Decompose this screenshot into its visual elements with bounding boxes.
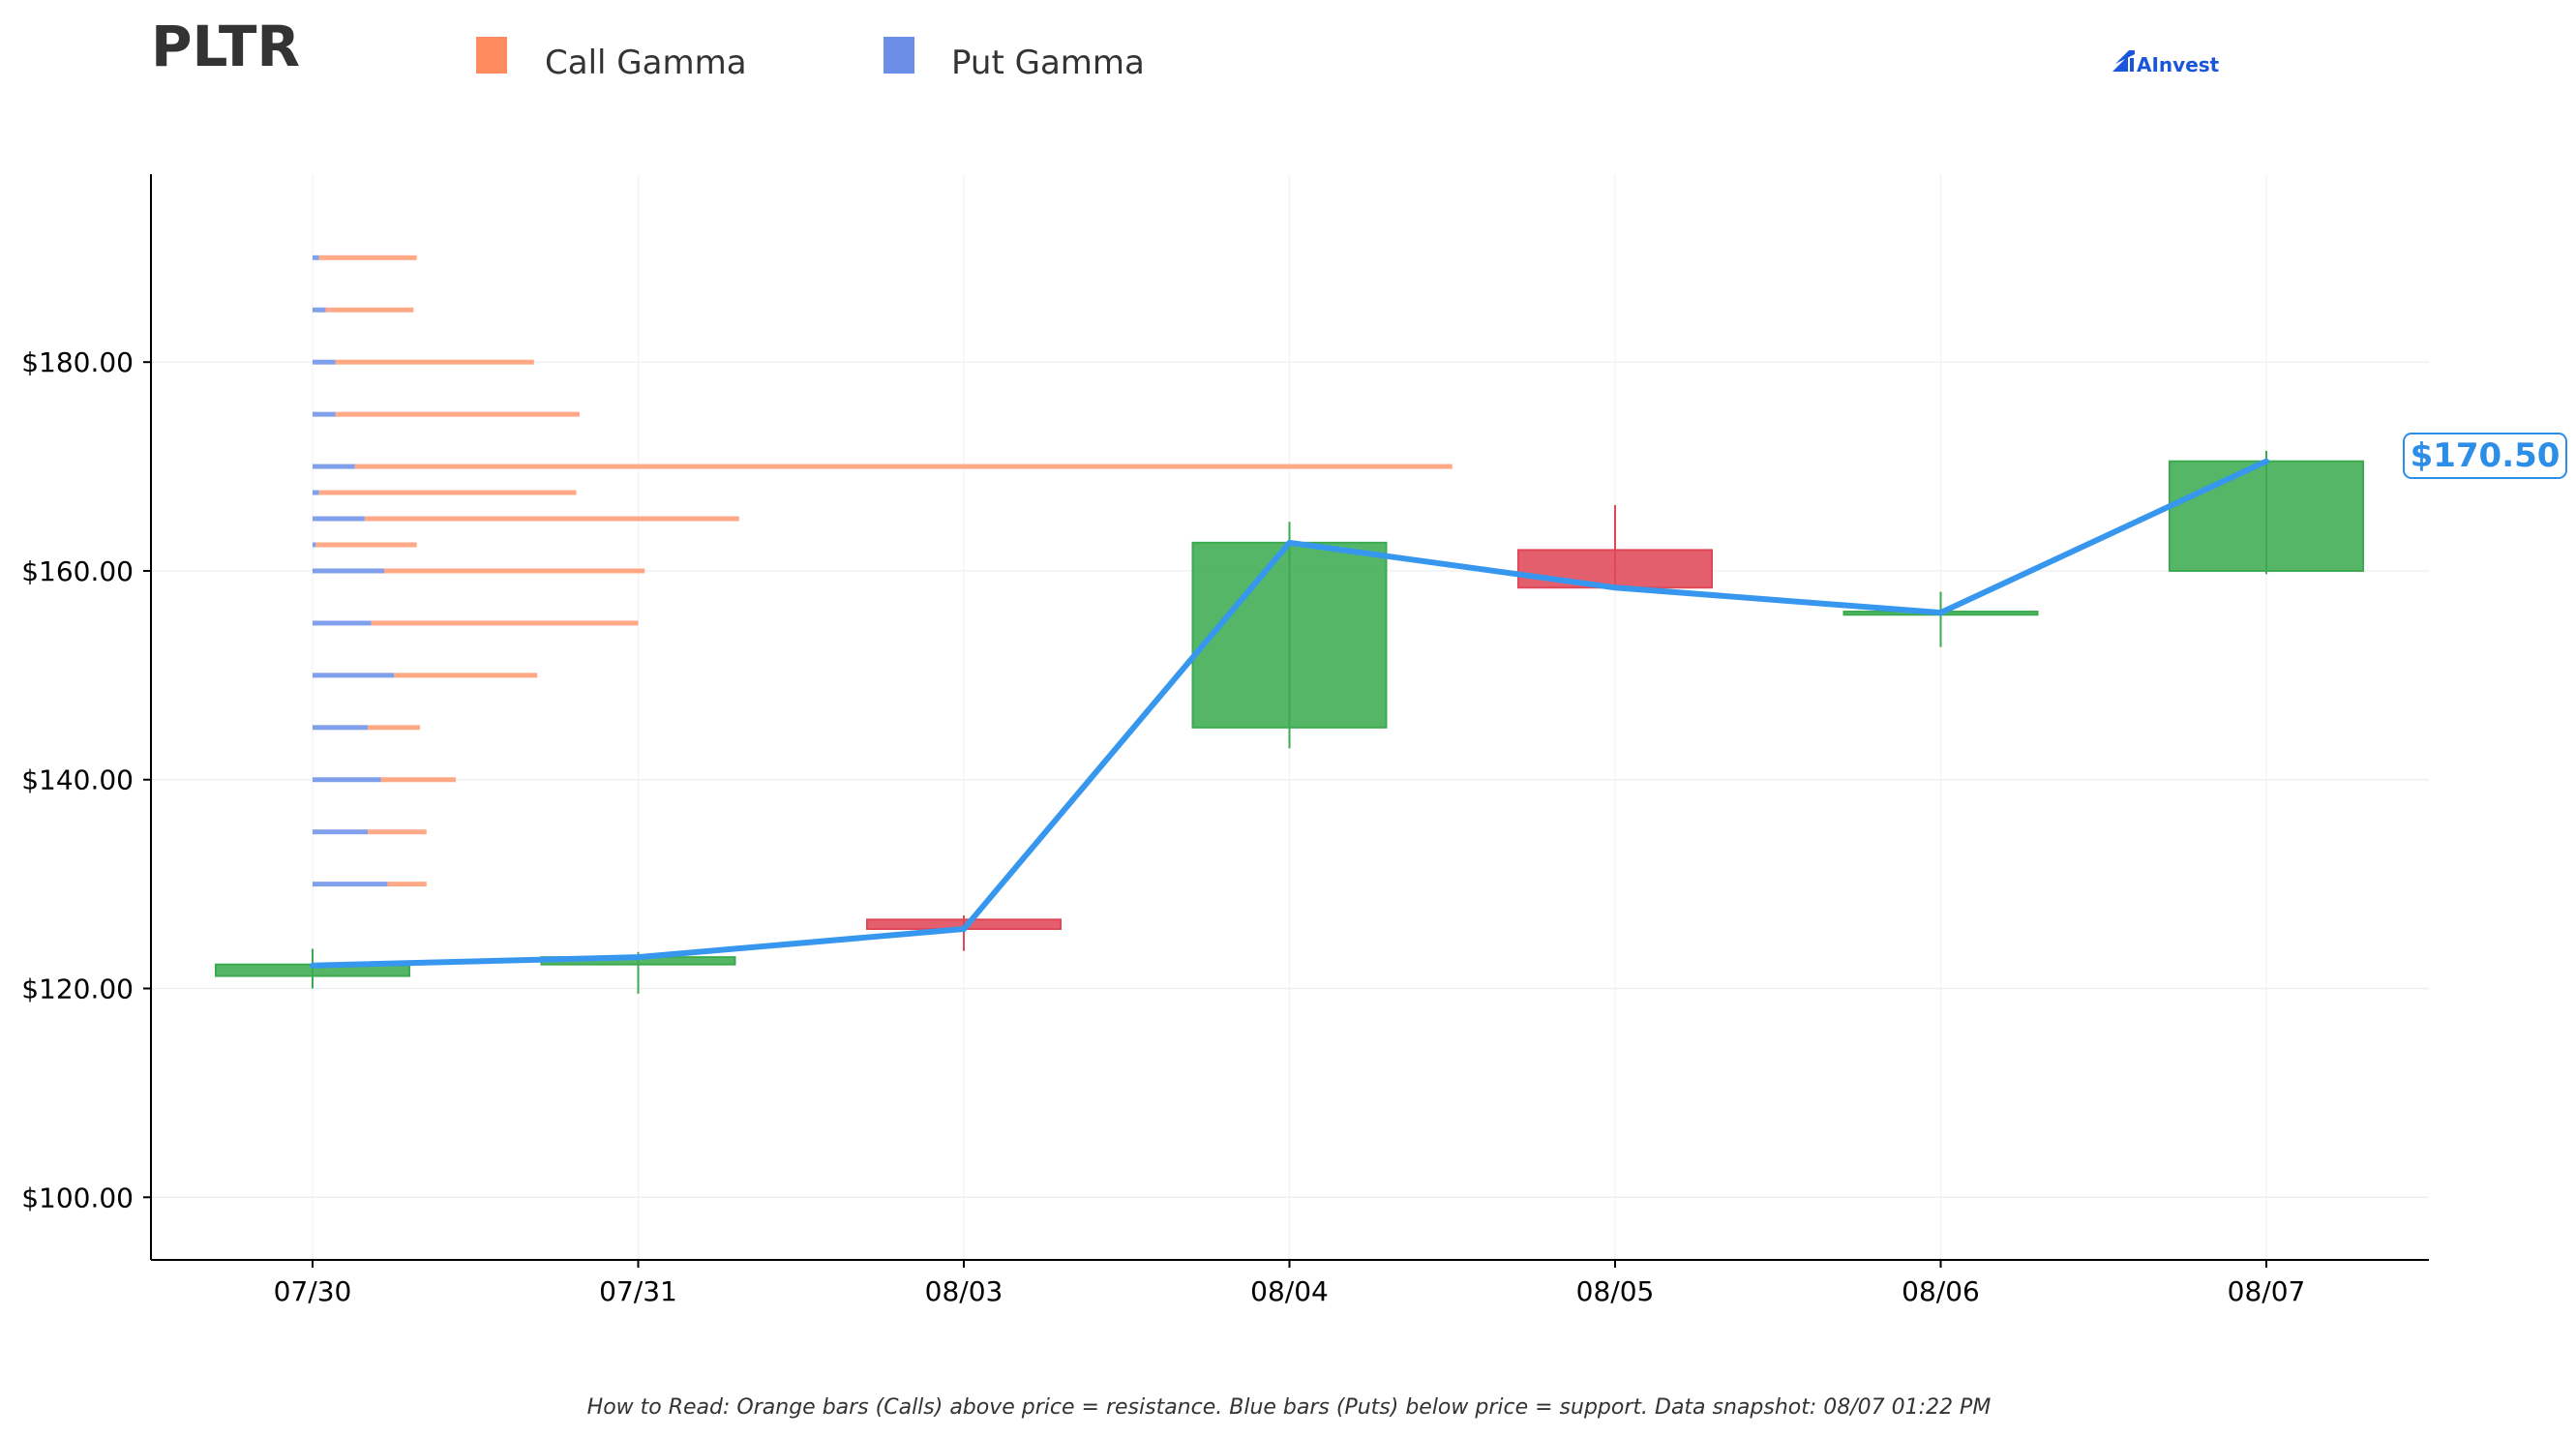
legend: Call Gamma Put Gamma (476, 37, 1145, 82)
put-gamma-bar (313, 829, 369, 835)
x-tick-label: 07/31 (599, 1275, 677, 1307)
candlesticks (215, 450, 2364, 994)
put-gamma-bar (313, 542, 316, 548)
call-gamma-bar (315, 542, 417, 548)
put-gamma-bar (313, 464, 355, 469)
put-gamma-bar (313, 620, 372, 626)
call-gamma-bar (387, 882, 427, 887)
call-gamma-bar (335, 359, 534, 365)
put-gamma-bar (313, 254, 319, 260)
close-price-line (310, 458, 2269, 969)
put-gamma-legend-label: Put Gamma (951, 44, 1145, 82)
put-gamma-bar (313, 411, 336, 417)
put-gamma-swatch (884, 37, 914, 74)
call-gamma-bar (335, 411, 580, 417)
y-axis-ticks: $100.00 $120.00 $140.00 $160.00 $180.00 (21, 346, 151, 1213)
call-gamma-bar (354, 464, 1453, 469)
ainvest-logo-text: AInvest (2137, 53, 2220, 76)
x-tick-label: 08/06 (1902, 1275, 1980, 1307)
x-tick-label: 08/03 (925, 1275, 1003, 1307)
x-tick-label: 08/07 (2228, 1275, 2306, 1307)
put-gamma-bar (313, 725, 369, 731)
x-axis-ticks: 07/30 07/31 08/03 08/04 08/05 08/06 08/07 (274, 1260, 2306, 1307)
call-gamma-bar (318, 490, 577, 495)
put-gamma-bar (313, 673, 395, 678)
call-gamma-bar (318, 254, 417, 260)
put-gamma-bar (313, 568, 385, 574)
call-gamma-bar (368, 725, 421, 731)
y-tick-label: $180.00 (21, 346, 134, 378)
candle-body (1517, 549, 1713, 589)
x-tick-label: 07/30 (274, 1275, 352, 1307)
call-gamma-swatch (476, 37, 507, 74)
close-price-line-group (310, 458, 2269, 969)
call-gamma-legend-label: Call Gamma (545, 44, 747, 82)
candle-body (1191, 541, 1388, 729)
x-tick-label: 08/05 (1576, 1275, 1655, 1307)
current-price-tag-label: $170.50 (2411, 436, 2561, 475)
put-gamma-bar (313, 516, 365, 522)
gamma-bars (313, 254, 1453, 887)
ainvest-logo: AInvest (2112, 50, 2220, 76)
y-tick-label: $100.00 (21, 1182, 134, 1213)
put-gamma-bar (313, 490, 319, 495)
put-gamma-bar (313, 359, 336, 365)
y-tick-label: $120.00 (21, 973, 134, 1005)
y-tick-label: $140.00 (21, 764, 134, 796)
how-to-read-footnote: How to Read: Orange bars (Calls) above p… (587, 1395, 1992, 1420)
y-tick-label: $160.00 (21, 555, 134, 587)
current-price-tag: $170.50 (2403, 433, 2567, 479)
ticker-title: PLTR (151, 14, 300, 79)
x-tick-label: 08/04 (1250, 1275, 1329, 1307)
call-gamma-bar (380, 777, 457, 783)
put-gamma-bar (313, 777, 381, 783)
call-gamma-bar (364, 516, 739, 522)
ainvest-logo-icon (2112, 50, 2135, 72)
call-gamma-bar (394, 673, 538, 678)
current-price-tag-box (2403, 433, 2567, 479)
call-gamma-bar (368, 829, 427, 835)
put-gamma-bar (313, 307, 326, 313)
call-gamma-bar (384, 568, 645, 574)
put-gamma-bar (313, 882, 388, 887)
call-gamma-bar (371, 620, 639, 626)
candle-body (2169, 460, 2364, 572)
call-gamma-bar (325, 307, 414, 313)
